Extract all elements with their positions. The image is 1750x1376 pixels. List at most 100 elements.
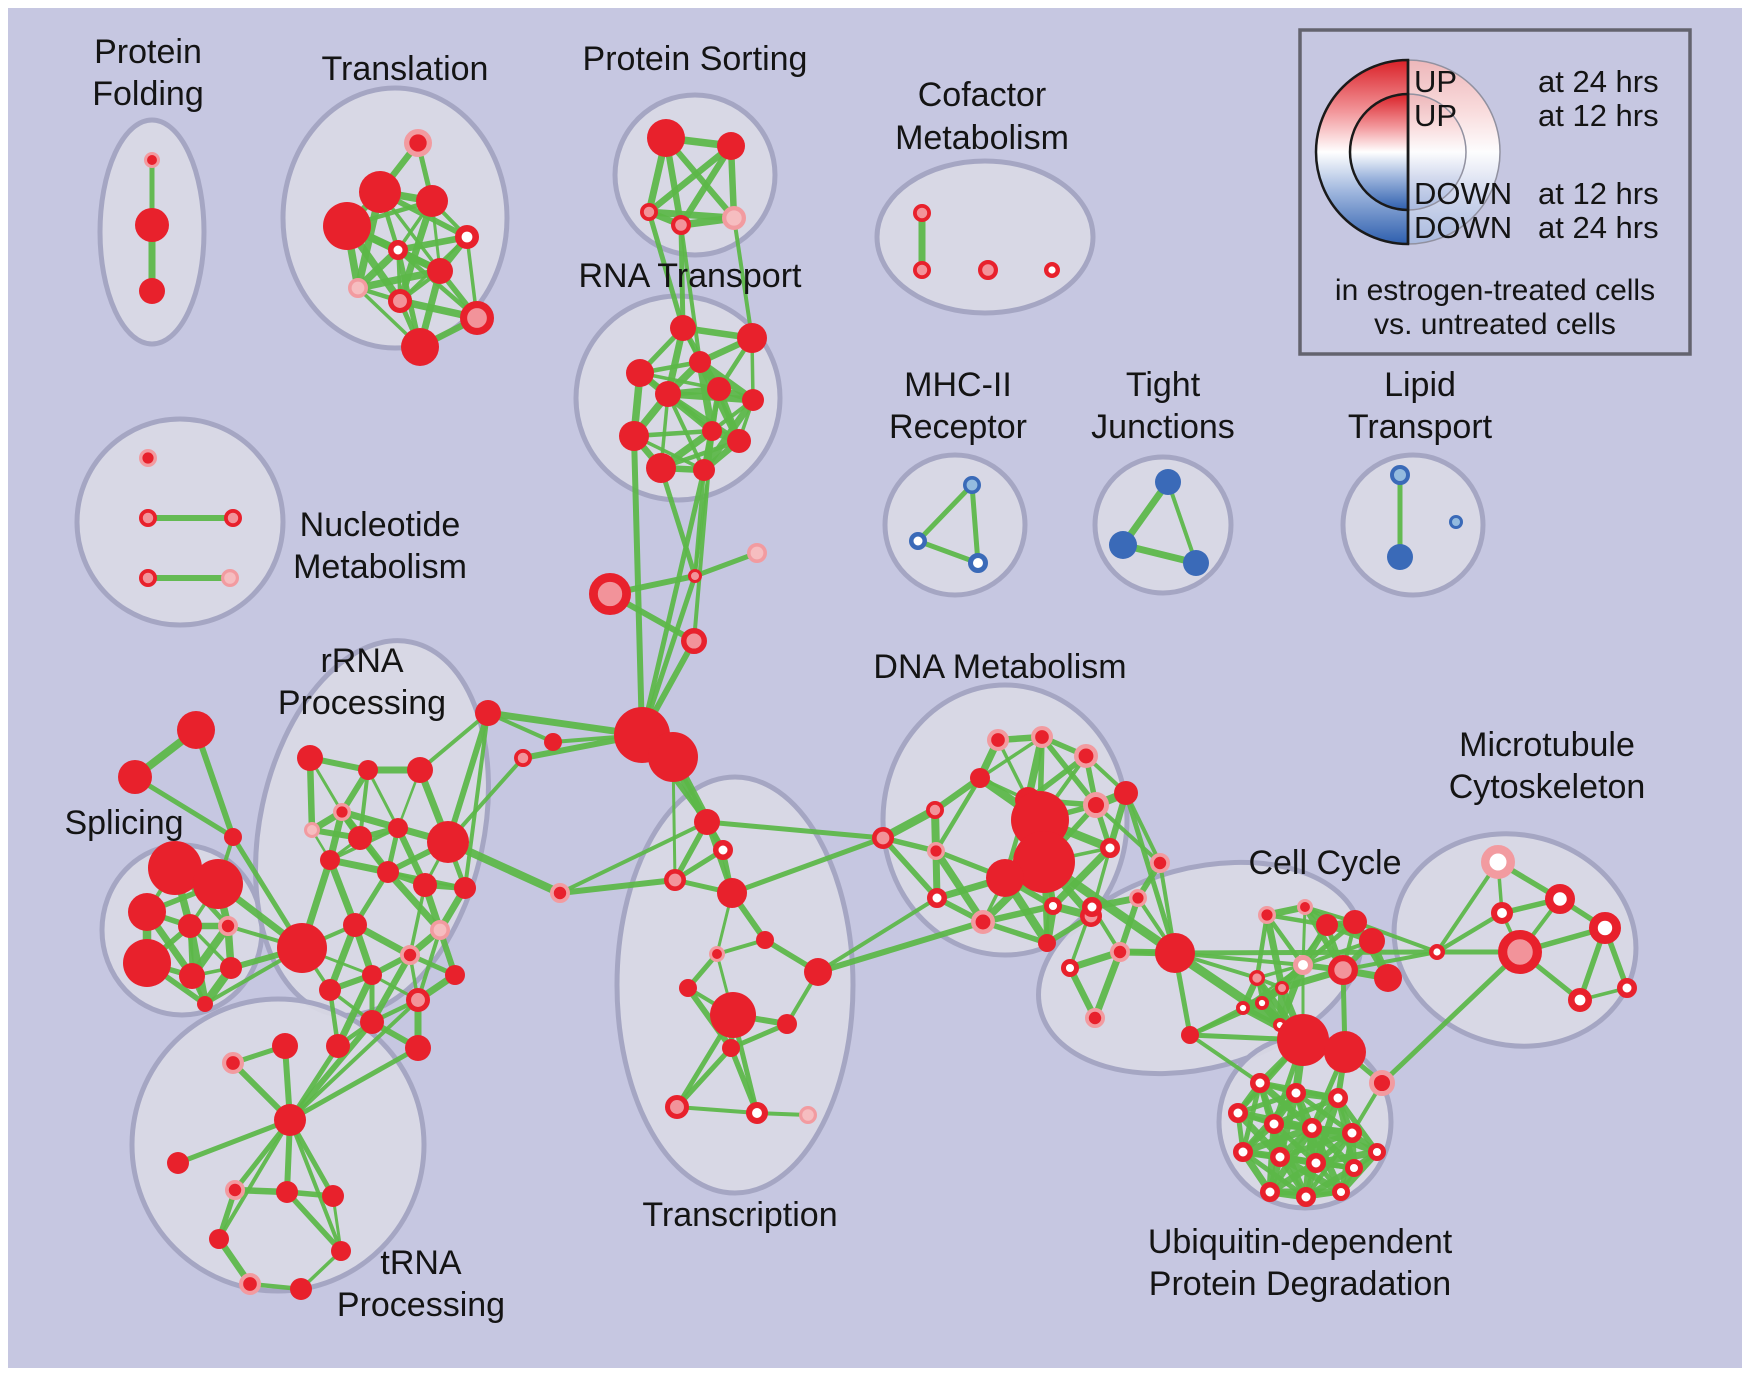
- edge-tp: [284, 1189, 344, 1254]
- label-lipid-2: Transport: [1348, 408, 1493, 446]
- gene-node-rt-5: [707, 377, 731, 401]
- gene-node-ub-5: [1302, 1118, 1322, 1138]
- gene-node-rr-5: [348, 826, 372, 850]
- gene-node-cc-2: [1082, 897, 1102, 917]
- gene-node-rr-3: [332, 803, 351, 822]
- gene-node-rt-2: [626, 359, 654, 387]
- gene-node-cc-22: [1374, 964, 1402, 992]
- gene-node-cc-4: [1060, 958, 1079, 977]
- gene-node-rr-16: [399, 945, 420, 966]
- label-cofactor-1: Cofactor: [918, 76, 1047, 114]
- gene-node-nm-4: [220, 568, 239, 587]
- gene-node-tx-1: [713, 840, 733, 860]
- gene-node-cf-0: [913, 203, 932, 222]
- gene-node-ub-12: [1296, 1187, 1316, 1207]
- gene-node-dn-16: [1043, 896, 1062, 915]
- gene-node-ub-8: [1270, 1147, 1290, 1167]
- label-tight-1: Tight: [1126, 366, 1201, 404]
- node-layer: [118, 119, 1637, 1300]
- gene-node-dn-12: [1114, 781, 1138, 805]
- legend: UP at 24 hrs UP at 12 hrs DOWN at 12 hrs DOWN a…: [1298, 28, 1692, 356]
- gene-node-mt-1: [1481, 845, 1515, 879]
- gene-node-cc-10: [1316, 914, 1338, 936]
- label-rrna-1: rRNA: [320, 642, 403, 680]
- edge-rr: [334, 971, 376, 1050]
- legend-caption-2: vs. untreated cells: [1374, 308, 1616, 341]
- gene-node-cc-12: [1249, 969, 1266, 986]
- legend-time-2: at 12 hrs: [1538, 176, 1659, 211]
- gene-node-rr-10: [413, 873, 437, 897]
- gene-node-ub-2: [1328, 1088, 1348, 1108]
- gene-node-tn-3: [167, 1152, 189, 1174]
- gene-node-mt-8: [1368, 1069, 1395, 1096]
- label-dna-metabolism: DNA Metabolism: [873, 648, 1126, 686]
- gene-node-tx-3: [717, 878, 747, 908]
- gene-node-pf-1: [135, 208, 169, 242]
- edge-rr: [416, 928, 442, 1002]
- gene-node-sp-1: [193, 859, 243, 909]
- gene-node-dn-5: [871, 826, 894, 849]
- gene-node-cc-11: [1343, 910, 1367, 934]
- label-rna-transport: RNA Transport: [579, 257, 803, 295]
- label-rrna-2: Processing: [278, 684, 446, 722]
- edge-link-dn-cc: [1124, 791, 1162, 865]
- edge-link-tn-tp: [288, 1118, 343, 1253]
- edge-cc: [1264, 912, 1306, 968]
- gene-node-rt-4: [655, 381, 681, 407]
- gene-node-rr-13: [343, 913, 367, 937]
- edge-link-tx-dn: [729, 835, 886, 896]
- gene-node-rr-6: [388, 818, 408, 838]
- gene-node-cc-19: [1277, 1014, 1329, 1066]
- gene-node-tx-13: [798, 1105, 817, 1124]
- label-cell-cycle: Cell Cycle: [1248, 844, 1401, 882]
- gene-node-ch-2: [588, 572, 631, 615]
- edge-rr: [368, 951, 414, 1026]
- gene-node-cc-20: [1324, 1031, 1366, 1073]
- gene-node-mh-1: [909, 532, 927, 550]
- gene-node-rt-1: [737, 323, 767, 353]
- edge-link-wn-tx: [558, 820, 709, 895]
- gene-node-mt-3: [1491, 902, 1514, 925]
- gene-node-sp-3: [178, 914, 202, 938]
- gene-node-cf-3: [1043, 262, 1060, 279]
- edge-link-dn-cc: [1123, 790, 1178, 956]
- edge-link-mh-mh: [969, 482, 981, 566]
- gene-node-tn-0: [274, 1104, 306, 1136]
- legend-direction-2: DOWN: [1414, 176, 1512, 211]
- edge-link-wn-rr: [445, 710, 491, 845]
- edge-ub: [1235, 1090, 1299, 1116]
- edge-cc: [1091, 948, 1124, 1022]
- gene-node-tr-8: [387, 288, 412, 313]
- gene-node-tp-2: [322, 1185, 344, 1207]
- gene-node-tn-2: [272, 1033, 298, 1059]
- gene-node-rr-11: [454, 877, 476, 899]
- gene-node-sp-5: [123, 939, 171, 987]
- gene-node-tp-4: [238, 1272, 261, 1295]
- gene-node-dn-3: [970, 768, 990, 788]
- label-microtubule-2: Cytoskeleton: [1449, 768, 1646, 806]
- edge-link-tn-tn: [175, 1117, 293, 1166]
- gene-node-st-0: [177, 711, 215, 749]
- gene-node-tr-2: [416, 185, 448, 217]
- label-ubiquitin-1: Ubiquitin-dependent: [1148, 1223, 1453, 1261]
- gene-node-rr-15: [362, 965, 382, 985]
- cluster-nucleotide-bubble: [74, 416, 286, 628]
- edge-link-dn-cc: [1094, 803, 1162, 865]
- legend-direction-0: UP: [1414, 64, 1457, 99]
- edge-mt: [1434, 910, 1505, 955]
- gene-node-ub-11: [1260, 1182, 1280, 1202]
- gene-node-tr-6: [427, 258, 453, 284]
- gene-node-cc-16: [1255, 995, 1270, 1010]
- gene-node-rt-9: [646, 453, 676, 483]
- edge-link-tx-dn: [815, 919, 986, 975]
- gene-node-ps-0: [647, 119, 685, 157]
- gene-node-ub-0: [1250, 1073, 1270, 1093]
- gene-node-rt-10: [693, 459, 715, 481]
- gene-node-sp-2: [128, 893, 166, 931]
- edge-link-cc-mt: [1172, 949, 1440, 956]
- label-translation: Translation: [322, 50, 489, 88]
- gene-node-dn-15: [971, 910, 996, 935]
- edge-link-tx-dn: [704, 819, 886, 841]
- gene-node-rr-19: [445, 965, 465, 985]
